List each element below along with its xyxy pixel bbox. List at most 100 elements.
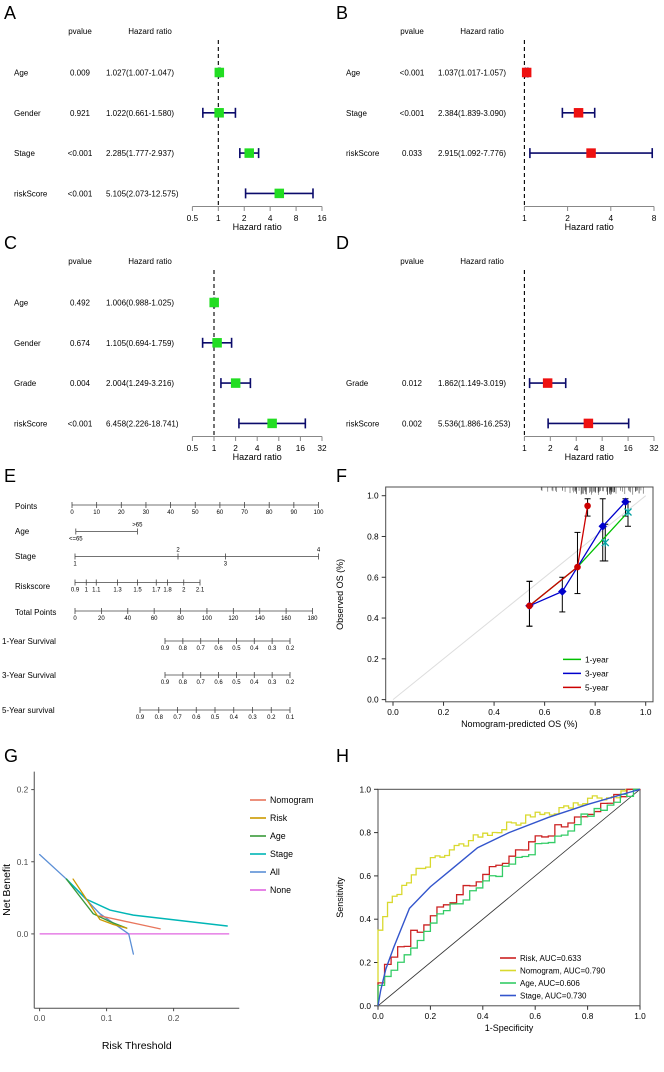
svg-text:pvalue: pvalue [400, 27, 424, 36]
svg-text:<=65: <=65 [69, 537, 83, 543]
svg-text:0.7: 0.7 [173, 715, 182, 721]
svg-text:>65: >65 [132, 523, 143, 529]
svg-text:A: A [4, 3, 16, 23]
svg-text:1.006(0.988-1.025): 1.006(0.988-1.025) [106, 299, 174, 308]
svg-text:0.6: 0.6 [539, 707, 551, 717]
svg-text:H: H [336, 746, 349, 766]
svg-text:pvalue: pvalue [68, 257, 92, 266]
svg-text:2: 2 [548, 443, 553, 453]
svg-text:0.6: 0.6 [192, 715, 201, 721]
svg-text:0.5: 0.5 [211, 715, 220, 721]
svg-text:0.9: 0.9 [161, 680, 170, 686]
svg-text:0.009: 0.009 [70, 69, 91, 78]
svg-text:0.4: 0.4 [250, 646, 259, 652]
svg-text:0.6: 0.6 [214, 680, 223, 686]
svg-text:16: 16 [317, 213, 327, 223]
svg-text:0.012: 0.012 [402, 379, 423, 388]
svg-text:F: F [336, 466, 347, 486]
svg-text:Net Benefit: Net Benefit [1, 864, 13, 916]
svg-text:140: 140 [255, 616, 266, 622]
svg-text:1.105(0.694-1.759): 1.105(0.694-1.759) [106, 339, 174, 348]
svg-text:None: None [270, 885, 291, 895]
svg-text:60: 60 [217, 510, 224, 516]
svg-text:E: E [4, 466, 16, 486]
svg-text:0.2: 0.2 [267, 715, 276, 721]
svg-text:0.8: 0.8 [359, 828, 371, 838]
svg-text:1-Specificity: 1-Specificity [485, 1023, 534, 1033]
svg-text:Nomogram: Nomogram [270, 795, 314, 805]
svg-text:Total Points: Total Points [15, 608, 56, 617]
svg-text:0.2: 0.2 [438, 707, 450, 717]
svg-text:0.8: 0.8 [155, 715, 164, 721]
svg-text:0.3: 0.3 [268, 680, 277, 686]
svg-text:0.3: 0.3 [268, 646, 277, 652]
svg-text:<0.001: <0.001 [68, 189, 93, 198]
svg-text:0.6: 0.6 [359, 871, 371, 881]
svg-text:Age: Age [346, 69, 361, 78]
svg-text:80: 80 [266, 510, 273, 516]
svg-text:2.1: 2.1 [196, 588, 205, 594]
svg-text:Age: Age [15, 527, 30, 536]
svg-text:0.5: 0.5 [232, 680, 241, 686]
svg-text:3-Year Survival: 3-Year Survival [2, 671, 56, 680]
svg-text:0.4: 0.4 [367, 613, 379, 623]
svg-text:0.0: 0.0 [372, 1011, 384, 1021]
svg-text:0.8: 0.8 [589, 707, 601, 717]
svg-text:0.0: 0.0 [34, 1013, 46, 1023]
svg-text:Hazard ratio: Hazard ratio [233, 452, 282, 460]
svg-text:0.9: 0.9 [136, 715, 145, 721]
svg-text:0.0: 0.0 [367, 695, 379, 705]
svg-text:1.1: 1.1 [92, 588, 101, 594]
svg-text:pvalue: pvalue [400, 257, 424, 266]
svg-text:5-year: 5-year [585, 682, 609, 692]
svg-text:0.5: 0.5 [232, 646, 241, 652]
svg-text:0.9: 0.9 [71, 588, 80, 594]
svg-text:Nomogram, AUC=0.790: Nomogram, AUC=0.790 [520, 967, 606, 976]
svg-text:0.4: 0.4 [477, 1011, 489, 1021]
svg-text:Hazard ratio: Hazard ratio [565, 222, 614, 230]
svg-text:4: 4 [317, 548, 321, 554]
svg-text:Stage: Stage [15, 552, 36, 561]
svg-text:0.2: 0.2 [367, 654, 379, 664]
svg-text:6.458(2.226-18.741): 6.458(2.226-18.741) [106, 419, 179, 428]
svg-text:0.492: 0.492 [70, 299, 91, 308]
svg-text:Hazard ratio: Hazard ratio [460, 27, 504, 36]
svg-text:All: All [270, 867, 280, 877]
svg-text:3: 3 [224, 562, 228, 568]
svg-text:Age, AUC=0.606: Age, AUC=0.606 [520, 979, 580, 988]
svg-text:<0.001: <0.001 [68, 149, 93, 158]
svg-text:D: D [336, 233, 349, 253]
svg-text:Risk: Risk [270, 813, 288, 823]
svg-text:0.1: 0.1 [286, 715, 295, 721]
svg-text:Sensitivity: Sensitivity [335, 877, 345, 918]
svg-text:2.384(1.839-3.090): 2.384(1.839-3.090) [438, 109, 506, 118]
svg-text:1.022(0.661-1.580): 1.022(0.661-1.580) [106, 109, 174, 118]
svg-text:8: 8 [294, 213, 299, 223]
svg-text:0.2: 0.2 [286, 646, 295, 652]
svg-text:riskScore: riskScore [14, 189, 48, 198]
svg-text:Gender: Gender [14, 339, 41, 348]
svg-text:1: 1 [212, 443, 217, 453]
svg-text:Age: Age [14, 299, 29, 308]
svg-text:Grade: Grade [346, 379, 369, 388]
svg-text:Grade: Grade [14, 379, 37, 388]
svg-text:1.862(1.149-3.019): 1.862(1.149-3.019) [438, 379, 506, 388]
svg-text:0.8: 0.8 [179, 646, 188, 652]
svg-text:1.8: 1.8 [163, 588, 172, 594]
svg-text:1.0: 1.0 [359, 784, 371, 794]
svg-text:0.4: 0.4 [250, 680, 259, 686]
svg-text:0.8: 0.8 [367, 531, 379, 541]
svg-text:<0.001: <0.001 [400, 69, 425, 78]
svg-text:1: 1 [216, 213, 221, 223]
svg-text:Stage: Stage [270, 849, 293, 859]
svg-text:90: 90 [291, 510, 298, 516]
svg-text:0.2: 0.2 [286, 680, 295, 686]
svg-text:0.2: 0.2 [359, 958, 371, 968]
svg-text:32: 32 [649, 443, 659, 453]
svg-text:<0.001: <0.001 [400, 109, 425, 118]
svg-text:120: 120 [228, 616, 239, 622]
svg-text:60: 60 [151, 616, 158, 622]
svg-text:1: 1 [73, 562, 77, 568]
svg-text:2.915(1.092-7.776): 2.915(1.092-7.776) [438, 149, 506, 158]
svg-text:2.285(1.777-2.937): 2.285(1.777-2.937) [106, 149, 174, 158]
